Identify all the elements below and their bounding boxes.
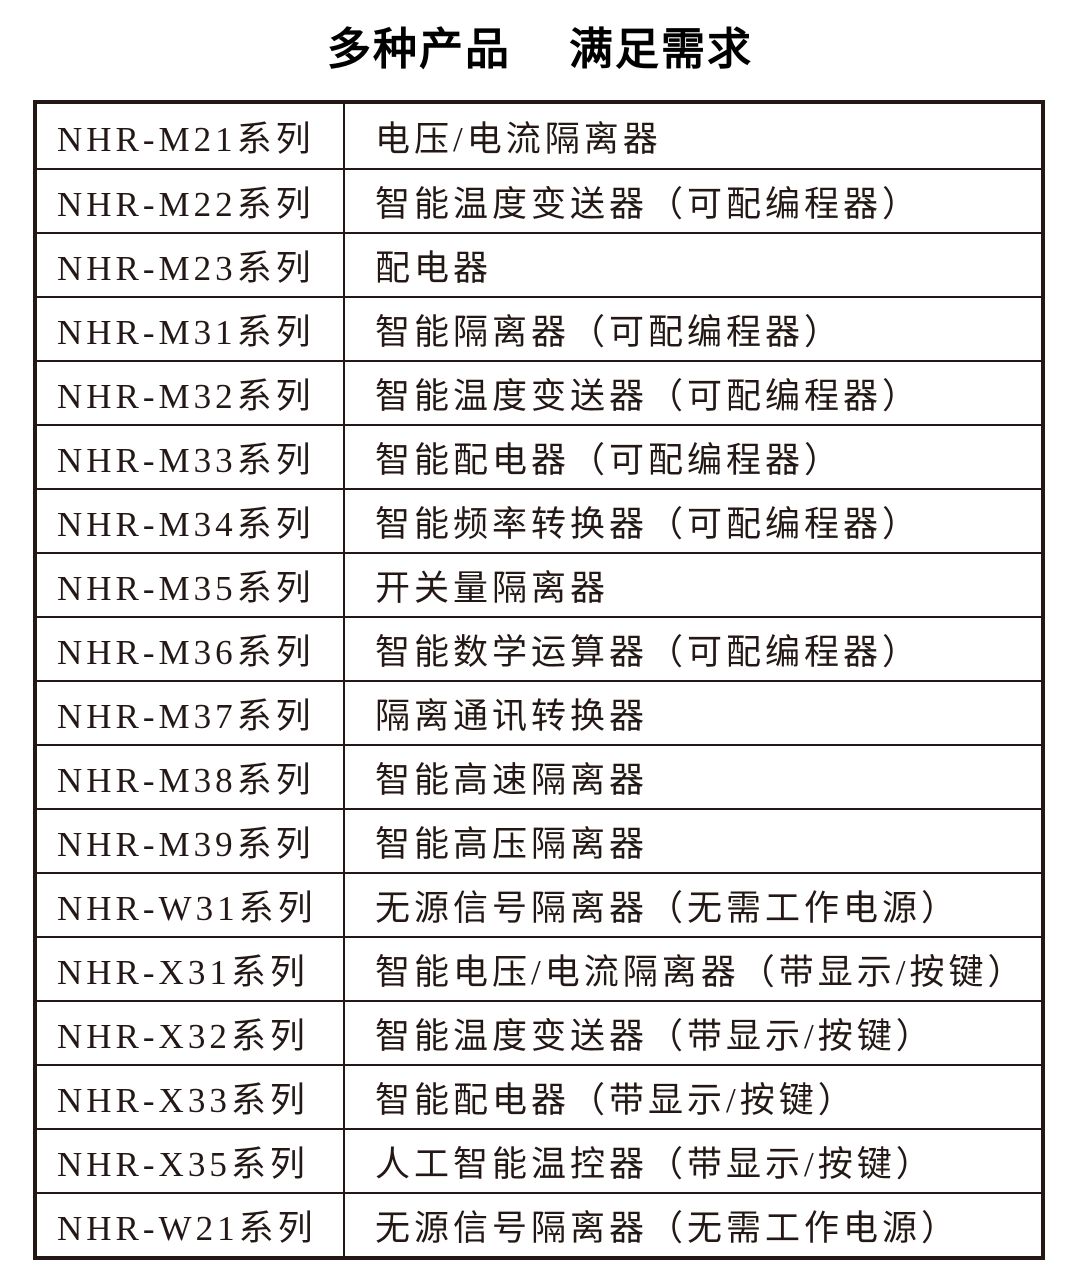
series-cell: NHR-M39系列 xyxy=(37,810,345,872)
series-cell: NHR-M35系列 xyxy=(37,554,345,616)
product-cell: 人工智能温控器（带显示/按键） xyxy=(375,1144,935,1184)
product-cell: 智能配电器（可配编程器） xyxy=(375,440,844,480)
product-cell: 智能频率转换器（可配编程器） xyxy=(375,504,922,544)
table-row: NHR-M33系列 智能配电器（可配编程器） xyxy=(37,424,1041,488)
series-cell: NHR-X32系列 xyxy=(37,1002,345,1064)
table-row: NHR-X33系列 智能配电器（带显示/按键） xyxy=(37,1064,1041,1128)
table-row: NHR-W31系列 无源信号隔离器（无需工作电源） xyxy=(37,872,1041,936)
table-row: NHR-X32系列 智能温度变送器（带显示/按键） xyxy=(37,1000,1041,1064)
series-cell: NHR-M22系列 xyxy=(37,170,345,232)
product-cell: 智能温度变送器（可配编程器） xyxy=(375,184,922,224)
series-cell: NHR-W21系列 xyxy=(37,1194,345,1256)
table-row: NHR-W21系列 无源信号隔离器（无需工作电源） xyxy=(37,1192,1041,1256)
product-cell: 智能温度变送器（带显示/按键） xyxy=(375,1016,935,1056)
table-row: NHR-M21系列 电压/电流隔离器 xyxy=(37,104,1041,168)
series-cell: NHR-M32系列 xyxy=(37,362,345,424)
page-title: 多种产品 满足需求 xyxy=(0,22,1080,78)
series-cell: NHR-M33系列 xyxy=(37,426,345,488)
table-row: NHR-M39系列 智能高压隔离器 xyxy=(37,808,1041,872)
table-row: NHR-M23系列 配电器 xyxy=(37,232,1041,296)
product-table: NHR-M21系列 电压/电流隔离器 NHR-M22系列 智能温度变送器（可配编程器）… xyxy=(33,100,1045,1260)
table-row: NHR-M37系列 隔离通讯转换器 xyxy=(37,680,1041,744)
series-cell: NHR-M36系列 xyxy=(37,618,345,680)
table-row: NHR-M38系列 智能高速隔离器 xyxy=(37,744,1041,808)
series-cell: NHR-M38系列 xyxy=(37,746,345,808)
product-cell: 智能温度变送器（可配编程器） xyxy=(375,376,922,416)
product-cell: 智能配电器（带显示/按键） xyxy=(375,1080,857,1120)
product-cell: 开关量隔离器 xyxy=(375,568,610,608)
product-cell: 智能数学运算器（可配编程器） xyxy=(375,632,922,672)
table-row: NHR-M35系列 开关量隔离器 xyxy=(37,552,1041,616)
product-cell: 智能高压隔离器 xyxy=(375,824,649,864)
series-cell: NHR-M37系列 xyxy=(37,682,345,744)
series-cell: NHR-M34系列 xyxy=(37,490,345,552)
table-row: NHR-M34系列 智能频率转换器（可配编程器） xyxy=(37,488,1041,552)
series-cell: NHR-X31系列 xyxy=(37,938,345,1000)
page-title-part2: 满足需求 xyxy=(569,25,753,74)
series-cell: NHR-W31系列 xyxy=(37,874,345,936)
table-row: NHR-X35系列 人工智能温控器（带显示/按键） xyxy=(37,1128,1041,1192)
series-cell: NHR-M31系列 xyxy=(37,298,345,360)
table-row: NHR-X31系列 智能电压/电流隔离器（带显示/按键） xyxy=(37,936,1041,1000)
series-cell: NHR-M21系列 xyxy=(37,104,345,168)
series-cell: NHR-X33系列 xyxy=(37,1066,345,1128)
product-cell: 智能电压/电流隔离器（带显示/按键） xyxy=(375,952,1027,992)
table-row: NHR-M32系列 智能温度变送器（可配编程器） xyxy=(37,360,1041,424)
product-cell: 无源信号隔离器（无需工作电源） xyxy=(375,888,961,928)
table-row: NHR-M22系列 智能温度变送器（可配编程器） xyxy=(37,168,1041,232)
series-cell: NHR-X35系列 xyxy=(37,1130,345,1192)
table-row: NHR-M36系列 智能数学运算器（可配编程器） xyxy=(37,616,1041,680)
product-cell: 配电器 xyxy=(375,248,493,288)
product-cell: 智能高速隔离器 xyxy=(375,760,649,800)
table-row: NHR-M31系列 智能隔离器（可配编程器） xyxy=(37,296,1041,360)
product-cell: 无源信号隔离器（无需工作电源） xyxy=(375,1208,961,1248)
product-cell: 智能隔离器（可配编程器） xyxy=(375,312,844,352)
product-cell: 隔离通讯转换器 xyxy=(375,696,649,736)
page-title-part1: 多种产品 xyxy=(327,25,511,74)
series-cell: NHR-M23系列 xyxy=(37,234,345,296)
product-cell: 电压/电流隔离器 xyxy=(375,119,662,159)
